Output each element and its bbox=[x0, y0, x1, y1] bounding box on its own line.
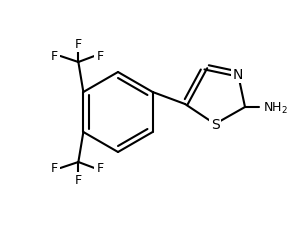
Text: F: F bbox=[51, 162, 58, 175]
Text: NH$_2$: NH$_2$ bbox=[263, 100, 288, 115]
Text: F: F bbox=[96, 50, 103, 63]
Text: S: S bbox=[211, 117, 219, 131]
Text: F: F bbox=[75, 174, 82, 187]
Text: F: F bbox=[75, 38, 82, 51]
Text: N: N bbox=[233, 68, 243, 82]
Text: F: F bbox=[51, 50, 58, 63]
Text: F: F bbox=[96, 162, 103, 175]
